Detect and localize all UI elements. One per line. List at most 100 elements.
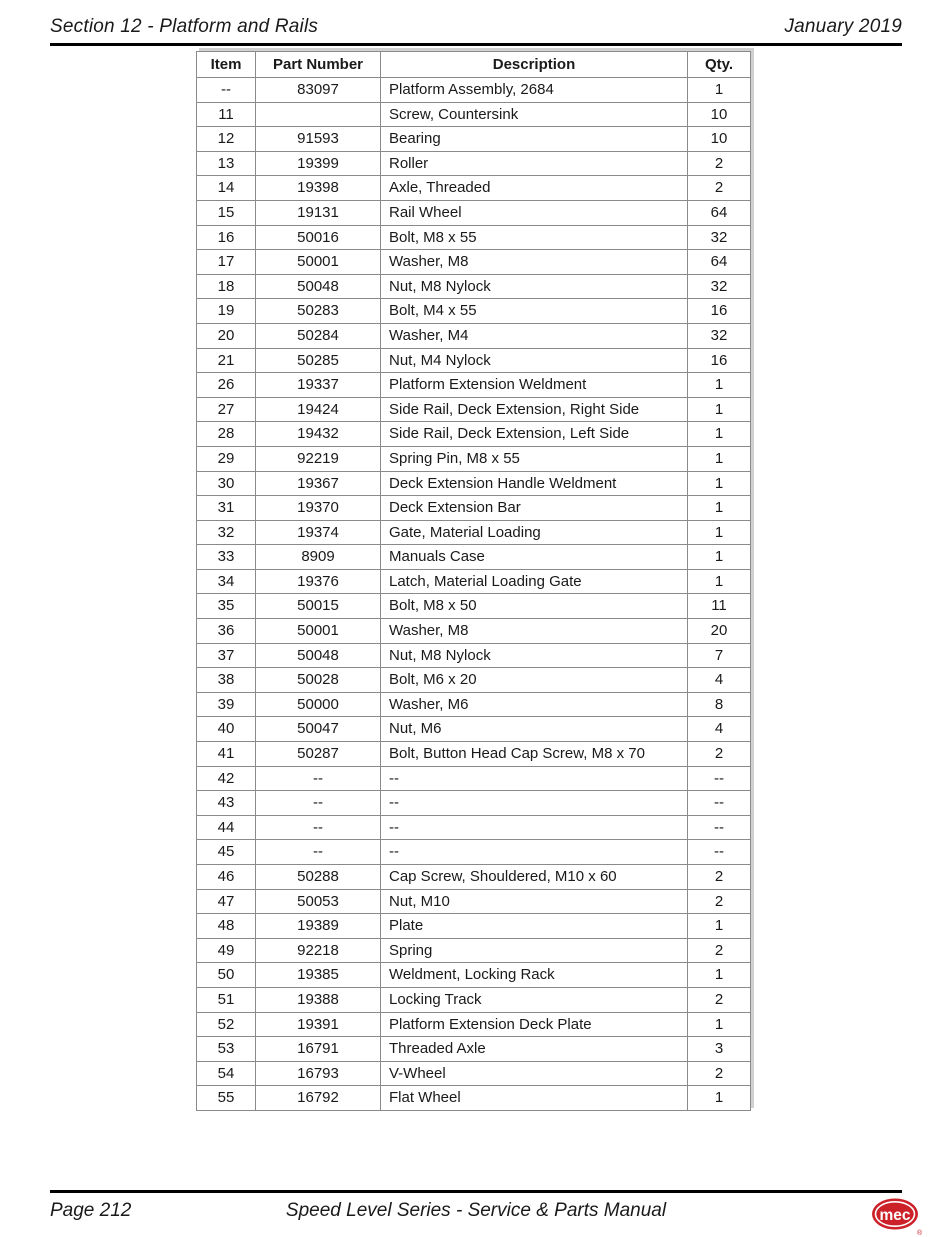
qty-cell: 32 — [687, 224, 751, 251]
table-row: 28 19432 Side Rail, Deck Extension, Left… — [196, 421, 751, 447]
description-cell: Platform Extension Deck Plate — [380, 1011, 688, 1038]
part-number-cell: 50015 — [255, 593, 381, 620]
table-row: 45 -- -- -- — [196, 839, 751, 865]
description-cell: Roller — [380, 150, 688, 177]
part-number-cell: 19432 — [255, 421, 381, 447]
qty-cell: 1 — [687, 519, 751, 546]
part-number-cell: 19389 — [255, 913, 381, 939]
part-number-cell: 16793 — [255, 1060, 381, 1087]
table-row: 12 91593 Bearing 10 — [196, 126, 751, 152]
description-cell: Flat Wheel — [380, 1085, 688, 1111]
part-number-cell: 50285 — [255, 347, 381, 374]
item-cell: 52 — [196, 1011, 256, 1038]
item-cell: 20 — [196, 322, 256, 349]
description-cell: Nut, M8 Nylock — [380, 273, 688, 300]
item-cell: 35 — [196, 593, 256, 620]
table-row: 44 -- -- -- — [196, 814, 751, 841]
description-cell: Nut, M10 — [380, 888, 688, 915]
description-cell: -- — [380, 839, 688, 865]
description-cell: Nut, M4 Nylock — [380, 347, 688, 374]
item-cell: 46 — [196, 864, 256, 890]
item-cell: 48 — [196, 913, 256, 939]
description-cell: Screw, Countersink — [380, 101, 688, 128]
item-cell: 55 — [196, 1085, 256, 1111]
qty-cell: 2 — [687, 1060, 751, 1087]
description-cell: Washer, M8 — [380, 618, 688, 644]
part-number-cell: 91593 — [255, 126, 381, 152]
part-number-cell: 50001 — [255, 249, 381, 275]
qty-cell: -- — [687, 790, 751, 816]
table-row: 11 Screw, Countersink 10 — [196, 101, 751, 128]
item-cell: 30 — [196, 470, 256, 497]
footer-logo-area: mec ® — [672, 1198, 923, 1237]
description-cell: Latch, Material Loading Gate — [380, 568, 688, 595]
table-row: 52 19391 Platform Extension Deck Plate 1 — [196, 1011, 751, 1038]
page-footer: Page 212 Speed Level Series - Service & … — [50, 1190, 923, 1237]
item-cell: 17 — [196, 249, 256, 275]
qty-cell: 3 — [687, 1036, 751, 1062]
part-number-cell: 19398 — [255, 175, 381, 201]
part-number-cell: 92219 — [255, 445, 381, 472]
item-cell: 41 — [196, 741, 256, 767]
description-cell: Spring Pin, M8 x 55 — [380, 445, 688, 472]
qty-cell: 2 — [687, 175, 751, 201]
qty-cell: 64 — [687, 249, 751, 275]
item-cell: 54 — [196, 1060, 256, 1087]
manual-title: Speed Level Series - Service & Parts Man… — [285, 1200, 667, 1221]
table-row: 14 19398 Axle, Threaded 2 — [196, 175, 751, 201]
description-cell: Side Rail, Deck Extension, Left Side — [380, 421, 688, 447]
qty-cell: 1 — [687, 495, 751, 521]
item-cell: 12 — [196, 126, 256, 152]
item-cell: 31 — [196, 495, 256, 521]
qty-cell: 2 — [687, 741, 751, 767]
table-row: 48 19389 Plate 1 — [196, 913, 751, 939]
table-row: 21 50285 Nut, M4 Nylock 16 — [196, 347, 751, 374]
table-row: 51 19388 Locking Track 2 — [196, 986, 751, 1013]
qty-cell: 16 — [687, 298, 751, 324]
table-row: 20 50284 Washer, M4 32 — [196, 322, 751, 349]
item-cell: 43 — [196, 790, 256, 816]
description-cell: Bolt, M4 x 55 — [380, 298, 688, 324]
table-row: 54 16793 V-Wheel 2 — [196, 1060, 751, 1087]
col-header-qty: Qty. — [687, 51, 751, 78]
description-cell: -- — [380, 790, 688, 816]
col-header-part-number: Part Number — [255, 51, 381, 78]
qty-cell: 1 — [687, 421, 751, 447]
qty-cell: 16 — [687, 347, 751, 374]
qty-cell: 2 — [687, 986, 751, 1013]
part-number-cell: 19370 — [255, 495, 381, 521]
qty-cell: 1 — [687, 445, 751, 472]
description-cell: Platform Extension Weldment — [380, 372, 688, 398]
qty-cell: 1 — [687, 568, 751, 595]
item-cell: 19 — [196, 298, 256, 324]
part-number-cell: 16791 — [255, 1036, 381, 1062]
item-cell: 53 — [196, 1036, 256, 1062]
description-cell: Cap Screw, Shouldered, M10 x 60 — [380, 864, 688, 890]
qty-cell: 1 — [687, 372, 751, 398]
registered-mark: ® — [917, 1229, 923, 1237]
part-number-cell: 19388 — [255, 986, 381, 1013]
part-number-cell: 16792 — [255, 1085, 381, 1111]
item-cell: -- — [196, 77, 256, 103]
part-number-cell: 50001 — [255, 618, 381, 644]
item-cell: 33 — [196, 544, 256, 570]
header-date: January 2019 — [784, 16, 902, 37]
table-row: 41 50287 Bolt, Button Head Cap Screw, M8… — [196, 741, 751, 767]
qty-cell: 1 — [687, 544, 751, 570]
item-cell: 13 — [196, 150, 256, 177]
description-cell: -- — [380, 765, 688, 792]
item-cell: 11 — [196, 101, 256, 128]
table-row: 38 50028 Bolt, M6 x 20 4 — [196, 667, 751, 693]
table-row: 29 92219 Spring Pin, M8 x 55 1 — [196, 445, 751, 472]
description-cell: Side Rail, Deck Extension, Right Side — [380, 396, 688, 423]
table-row: 13 19399 Roller 2 — [196, 150, 751, 177]
qty-cell: 20 — [687, 618, 751, 644]
part-number-cell: 50000 — [255, 691, 381, 718]
item-cell: 27 — [196, 396, 256, 423]
table-row: -- 83097 Platform Assembly, 2684 1 — [196, 77, 751, 103]
part-number-cell: 50287 — [255, 741, 381, 767]
description-cell: Axle, Threaded — [380, 175, 688, 201]
part-number-cell: -- — [255, 839, 381, 865]
item-cell: 29 — [196, 445, 256, 472]
